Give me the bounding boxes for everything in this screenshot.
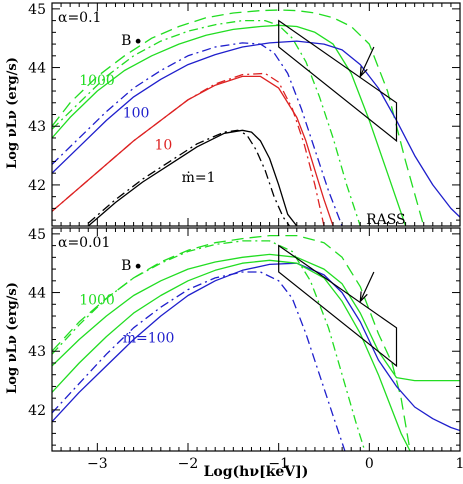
rass-label: RASS: [366, 212, 406, 228]
series-line-mdot-1000-solid: [52, 24, 407, 226]
rass-label: RASS: [366, 0, 406, 3]
rass-arrow-head: [359, 66, 368, 78]
y-tick-label: 44: [28, 61, 46, 77]
x-axis-label: Log(hν[keV]): [204, 464, 309, 480]
series-label: ṁ=100: [123, 330, 175, 346]
series-line-mdot-1-solid: [87, 129, 298, 226]
y-axis-label-top: Log νLν (erg/s): [5, 57, 20, 169]
x-tick-label: −1: [268, 456, 289, 472]
series-label: 10: [154, 138, 172, 154]
series-label: 1000: [79, 292, 115, 308]
rass-arrow: [359, 271, 375, 302]
alpha-label: α=0.1: [58, 10, 101, 26]
top-panel: RASS 42 43 44 45 α=0.1 B 1000 100 10 ṁ=1: [28, 0, 461, 227]
series-line-mdot-100-solid: [52, 40, 460, 218]
series-line-mdot-1000-solid: [52, 253, 460, 382]
series-line-mdot-100-dash-dot: [52, 271, 346, 451]
x-tick-label: 0: [365, 456, 374, 472]
alpha-label: α=0.01: [58, 235, 110, 251]
series-line-mdot-1000-dash-dot: [52, 240, 366, 451]
rass-arrow-head: [359, 291, 368, 303]
y-tick-label: 45: [28, 2, 46, 18]
series-line-mdot-10-solid: [52, 75, 334, 226]
y-tick-label: 42: [28, 178, 46, 194]
rass-box: [278, 244, 398, 368]
x-tick-label: 1: [456, 456, 463, 472]
rass-box: [278, 19, 398, 143]
series-line-mdot-100-dash-dot: [52, 42, 343, 226]
series-line-mdot-10-dash-dot: [52, 72, 325, 226]
y-tick-label: 42: [28, 403, 46, 419]
series-label: 100: [123, 105, 150, 121]
x-tick-label: −3: [87, 456, 108, 472]
series-line-mdot-1000-dashed: [52, 234, 411, 451]
y-tick-label: 44: [28, 286, 46, 302]
y-tick-label: 43: [28, 119, 46, 135]
y-tick-label: 43: [28, 344, 46, 360]
point-b: [135, 38, 141, 44]
point-b: [135, 263, 141, 269]
series-line-mdot-1000-dashed: [52, 9, 425, 226]
x-tick-label: −2: [178, 456, 199, 472]
series-line-mdot-1-dash-dot: [87, 129, 291, 226]
series-line-mdot-1000-dash-dot: [52, 19, 361, 226]
y-tick-label: 45: [28, 227, 46, 243]
series-label: 1000: [79, 73, 115, 89]
bottom-panel: RASS 42 43 44 45 −3 −2 −1 0 1 α=0.01 B 1000 ṁ=100: [28, 212, 463, 472]
plot-area: [52, 9, 460, 226]
y-axis-label-bottom: Log νLν (erg/s): [5, 282, 20, 394]
point-b-label: B: [121, 33, 131, 49]
series-label: ṁ=1: [182, 170, 216, 186]
point-b-label: B: [121, 258, 131, 274]
series-line-mdot-100-solid2: [52, 259, 411, 451]
plot-area: [52, 234, 460, 451]
rass-arrow: [359, 46, 375, 77]
